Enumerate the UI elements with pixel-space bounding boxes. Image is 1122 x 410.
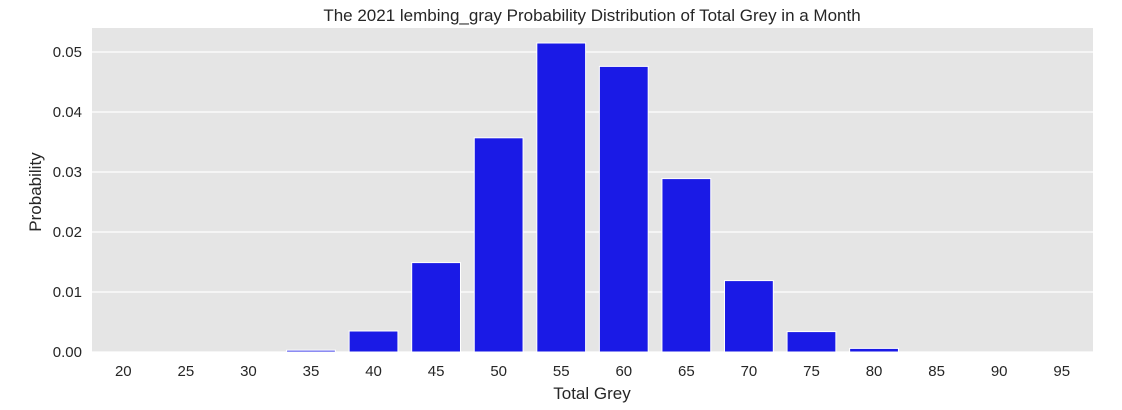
bar-35 xyxy=(286,349,336,353)
x-tick-label: 55 xyxy=(553,363,570,380)
bar-70 xyxy=(724,280,774,353)
bar-40 xyxy=(348,330,399,353)
gridlines xyxy=(92,51,1093,353)
bar-60 xyxy=(598,65,649,353)
x-tick-label: 30 xyxy=(240,363,257,380)
x-tick-label: 80 xyxy=(866,363,883,380)
bar-75 xyxy=(786,331,837,353)
bars xyxy=(286,42,899,353)
bar-65 xyxy=(661,178,712,353)
x-axis-label: Total Grey xyxy=(553,384,631,403)
plot-area xyxy=(92,28,1093,352)
x-axis-ticks: 20 25 30 35 40 45 50 55 60 65 70 75 80 85 90 95 xyxy=(115,363,1070,380)
x-tick-label: 50 xyxy=(490,363,507,380)
y-tick-label: 0.04 xyxy=(53,104,82,121)
x-tick-label: 70 xyxy=(741,363,758,380)
y-tick-label: 0.02 xyxy=(53,224,82,241)
x-tick-label: 25 xyxy=(178,363,195,380)
bar-50 xyxy=(473,137,524,353)
y-tick-label: 0.03 xyxy=(53,164,82,181)
y-tick-label: 0.05 xyxy=(53,44,82,61)
x-tick-label: 95 xyxy=(1053,363,1070,380)
chart-title: The 2021 lembing_gray Probability Distri… xyxy=(323,6,860,25)
x-tick-label: 65 xyxy=(678,363,695,380)
x-tick-label: 40 xyxy=(365,363,382,380)
x-tick-label: 85 xyxy=(928,363,945,380)
y-tick-label: 0.00 xyxy=(53,344,82,361)
x-tick-label: 35 xyxy=(303,363,320,380)
y-axis-label: Probability xyxy=(26,152,45,232)
y-axis-ticks: 0.00 0.01 0.02 0.03 0.04 0.05 xyxy=(53,44,82,361)
bar-55 xyxy=(536,42,587,353)
bar-45 xyxy=(411,262,461,353)
x-tick-label: 60 xyxy=(615,363,632,380)
x-tick-label: 45 xyxy=(428,363,445,380)
x-tick-label: 20 xyxy=(115,363,132,380)
x-tick-label: 90 xyxy=(991,363,1008,380)
y-tick-label: 0.01 xyxy=(53,284,82,301)
bar-80 xyxy=(849,347,899,353)
x-tick-label: 75 xyxy=(803,363,820,380)
